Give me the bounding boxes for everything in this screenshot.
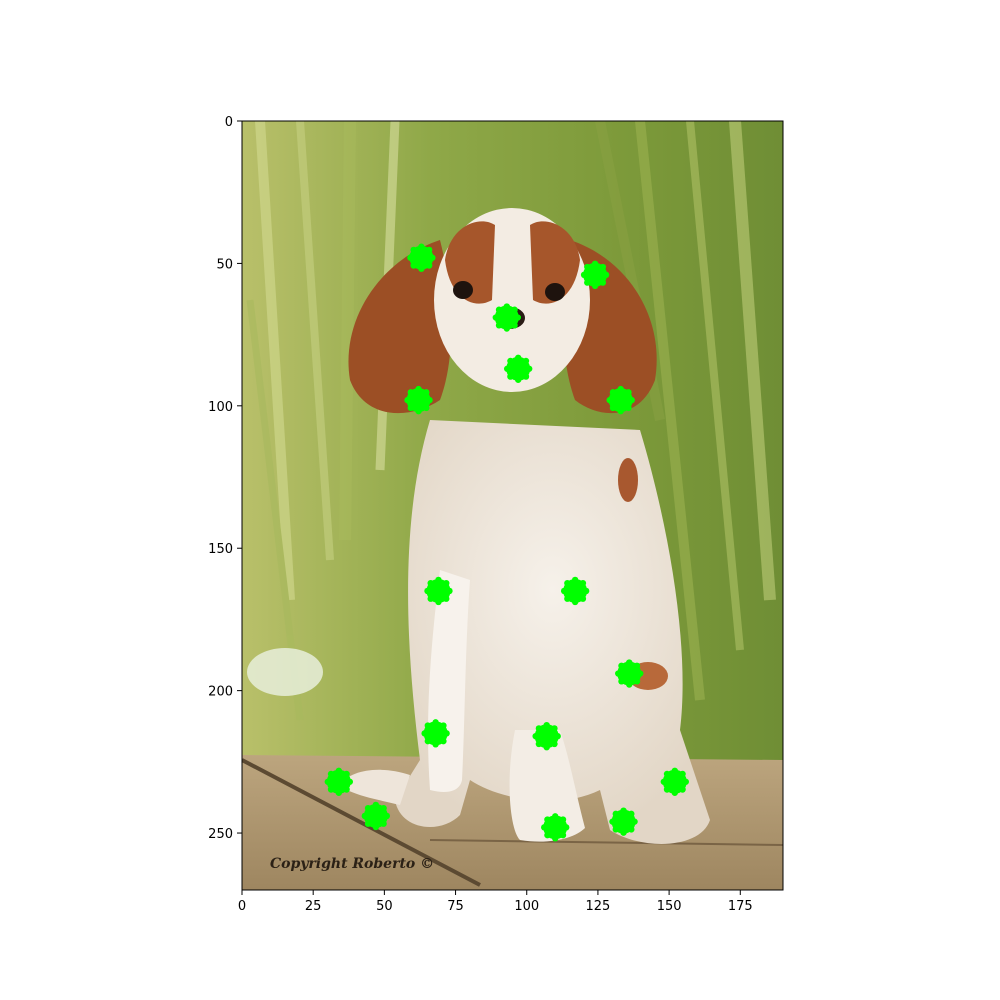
y-tick-label: 150 (208, 542, 233, 557)
keypoint-marker (606, 385, 635, 415)
x-tick-label: 175 (728, 899, 753, 914)
x-tick-label: 150 (657, 899, 682, 914)
keypoint-marker (609, 807, 638, 836)
x-tick-label: 125 (586, 899, 611, 914)
keypoint-marker (541, 813, 570, 842)
y-tick-label: 100 (208, 400, 233, 415)
x-tick-label: 0 (238, 899, 246, 914)
axes-frame (241, 120, 784, 891)
x-tick-label: 75 (447, 899, 464, 914)
y-tick-label: 0 (225, 115, 233, 130)
keypoint-marker (503, 354, 533, 383)
grass-background (246, 121, 776, 721)
keypoint-marker (580, 260, 610, 289)
x-axis: 0 25 50 75 100 125 150 175 (238, 890, 753, 914)
x-tick-label: 100 (514, 899, 539, 914)
keypoint-marker (532, 722, 561, 751)
copyright-watermark: Copyright Roberto © (270, 856, 434, 872)
x-tick-label: 25 (305, 899, 322, 914)
y-tick-label: 200 (208, 685, 233, 700)
keypoint-marker (404, 385, 433, 415)
y-tick-label: 250 (208, 827, 233, 842)
keypoint-marker (615, 659, 644, 688)
y-axis: 0 50 100 150 200 250 (208, 115, 242, 842)
dog-photo: Copyright Roberto © (242, 121, 783, 890)
keypoint-marker (421, 719, 450, 748)
keypoint-marker (560, 576, 590, 606)
keypoint-marker (492, 303, 522, 332)
keypoint-marker (424, 576, 453, 606)
keypoints-layer (324, 243, 689, 842)
keypoint-marker (361, 801, 391, 831)
keypoint-marker (660, 767, 689, 796)
keypoint-marker (324, 767, 354, 796)
x-tick-label: 50 (376, 899, 393, 914)
y-tick-label: 50 (216, 257, 233, 272)
keypoint-marker (407, 243, 436, 272)
dog (340, 208, 710, 844)
